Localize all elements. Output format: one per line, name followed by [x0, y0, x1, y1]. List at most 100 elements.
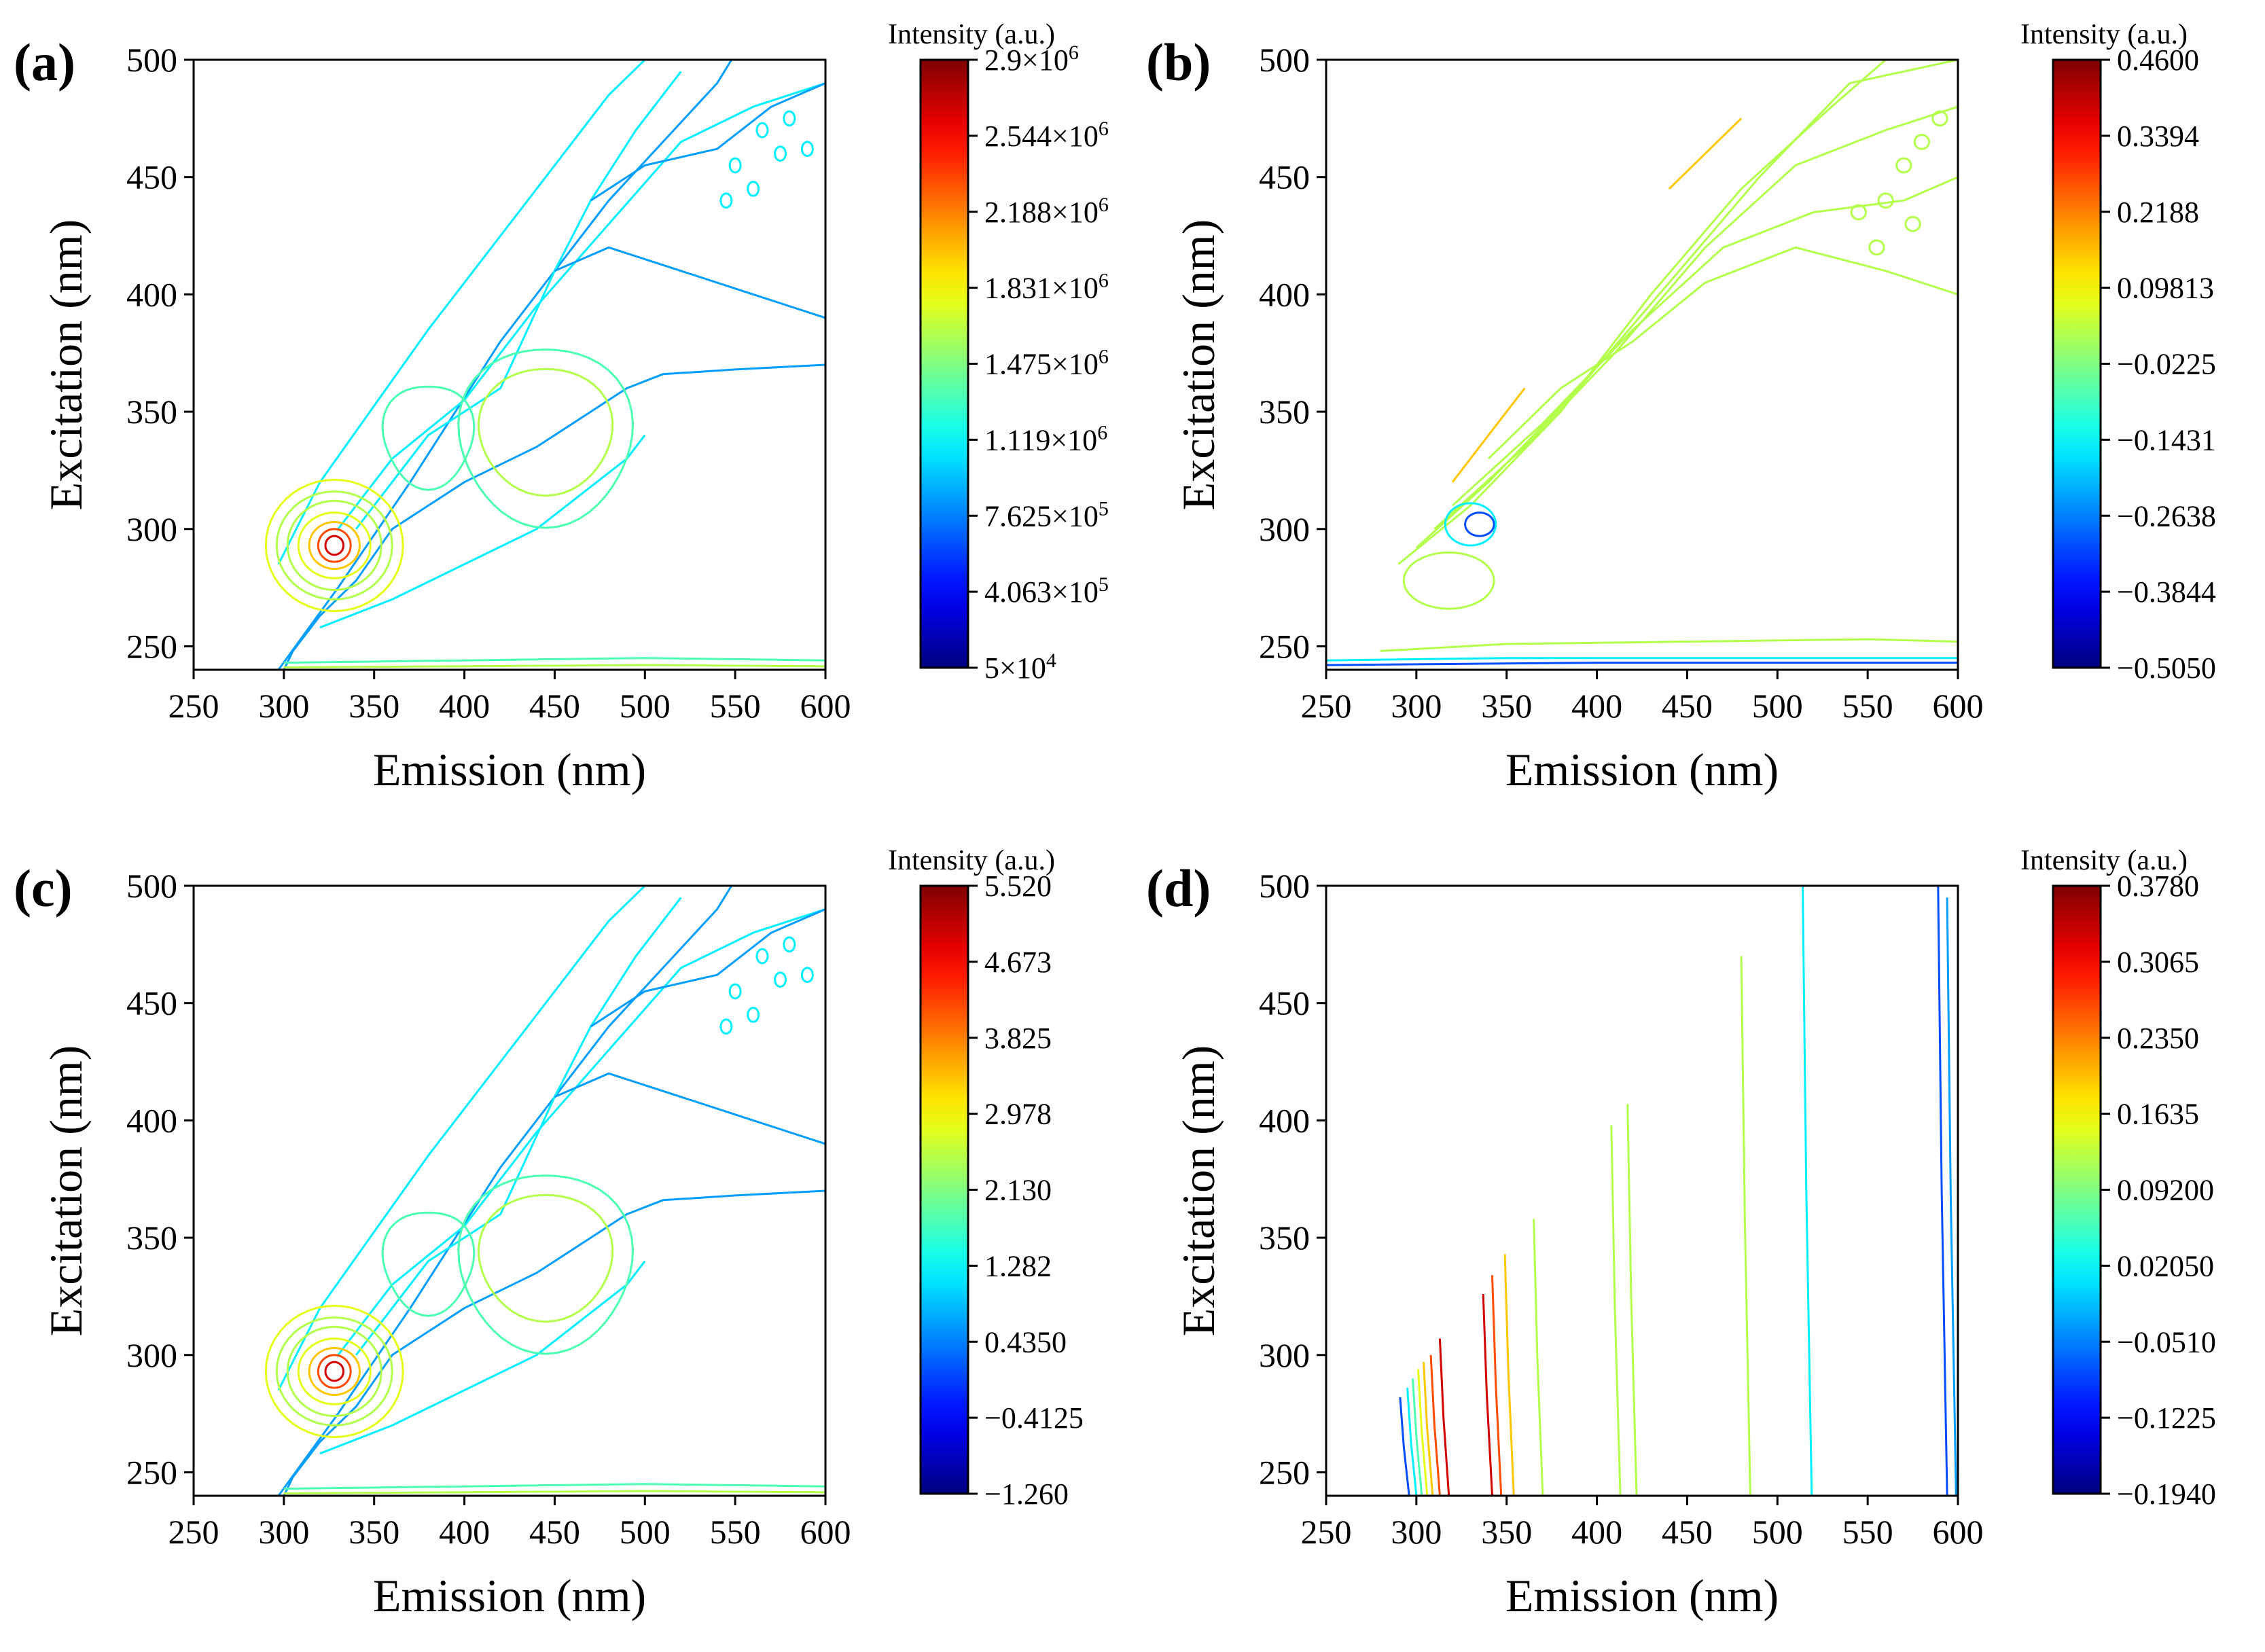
- y-tick-label: 250: [126, 1453, 177, 1491]
- contour-band-inner: [337, 82, 825, 530]
- plot-frame: [192, 884, 827, 1497]
- contour-vertical-line: [1533, 1219, 1544, 1496]
- x-tick-label: 350: [349, 1513, 399, 1551]
- x-tick-label: 400: [1571, 687, 1622, 725]
- contour-speckle: [747, 181, 760, 197]
- plot-frame: [192, 58, 827, 671]
- contour-speckle: [1877, 192, 1894, 209]
- panel-a: 250 300 350 400 450 500 550 600 250 300 350 400 450 5…: [0, 0, 1132, 826]
- colorbar-label: 1.282: [984, 1249, 1052, 1282]
- contour-peak-ring: [275, 1316, 393, 1426]
- contour-diagonal-high: [1451, 387, 1526, 483]
- y-tick-label: 350: [126, 393, 177, 431]
- contour-speckle: [728, 983, 742, 1000]
- colorbar-label: 0.09813: [2117, 272, 2214, 305]
- x-tick-label: 350: [349, 687, 399, 725]
- contour-vertical-line: [1503, 1254, 1515, 1496]
- contour-peak-ring: [324, 535, 344, 556]
- contour-right-edge: [554, 1072, 825, 1145]
- colorbar-label: −0.1225: [2117, 1401, 2216, 1435]
- colorbar-label: 2.130: [984, 1174, 1052, 1207]
- contour-diagonal: [1415, 60, 1958, 549]
- contour-vertical-line: [1482, 1293, 1493, 1496]
- contour-vertical-line: [1937, 886, 1948, 1496]
- x-axis-title: Emission (nm): [373, 744, 646, 795]
- contour-outer-base: [319, 1260, 646, 1455]
- contour-lines: [264, 886, 825, 1496]
- colorbar-label: 0.4600: [2117, 43, 2199, 77]
- x-axis-title: Emission (nm): [1505, 744, 1779, 795]
- contour-outer-lobe: [283, 363, 825, 670]
- y-tick-label: 350: [126, 1219, 177, 1257]
- x-tick-label: 250: [1301, 687, 1352, 725]
- y-tick-label: 300: [126, 510, 177, 548]
- chart-svg-1: 250 300 350 400 450 500 550 600 250 300 350 400 450 5…: [1146, 19, 2216, 795]
- panel-c: 250 300 350 400 450 500 550 600 250 300 350 400 450 5…: [0, 826, 1132, 1652]
- contour-vertical-line: [1626, 1104, 1638, 1496]
- contour-vertical-line: [1412, 1378, 1423, 1496]
- y-axis-title: Excitation (nm): [40, 1045, 92, 1337]
- contour-peak-ring: [317, 1354, 352, 1389]
- x-tick-label: 350: [1481, 687, 1532, 725]
- colorbar-label: 4.673: [984, 946, 1052, 979]
- colorbar-label: −0.4125: [984, 1401, 1084, 1435]
- contour-vertical-line: [1946, 897, 1957, 1496]
- contour-band-lower: [277, 886, 733, 1496]
- contour-vertical-line: [1491, 1275, 1503, 1496]
- chart-svg-3: 250 300 350 400 450 500 550 600 250 300 350 400 450 5…: [1146, 845, 2216, 1621]
- contour-speckle: [774, 971, 787, 988]
- colorbar-label: 4.063×105: [984, 573, 1109, 609]
- colorbar-label: 0.2188: [2117, 196, 2199, 229]
- contour-peak-ring: [286, 499, 382, 592]
- y-axis-title: Excitation (nm): [1173, 1045, 1224, 1337]
- contour-band-mid: [355, 71, 682, 530]
- contour-speckle: [747, 1007, 760, 1023]
- contour-band-inner: [337, 908, 825, 1356]
- panel-d: 250 300 350 400 450 500 550 600 250 300 350 400 450 5…: [1132, 826, 2265, 1652]
- colorbar: [2052, 884, 2102, 1495]
- x-tick-label: 350: [1481, 1513, 1532, 1551]
- y-tick-label: 400: [1259, 275, 1310, 313]
- contour-vertical-line: [1406, 1388, 1418, 1496]
- y-tick-label: 450: [1259, 158, 1310, 196]
- x-tick-label: 450: [1662, 687, 1713, 725]
- y-tick-label: 250: [1259, 627, 1310, 665]
- panel-label: (c): [14, 859, 73, 918]
- colorbar-label: −0.2638: [2117, 499, 2216, 533]
- contour-vertical-line: [1429, 1354, 1441, 1496]
- contour-speckle: [755, 122, 769, 139]
- colorbar: [919, 884, 969, 1495]
- x-tick-label: 300: [258, 687, 309, 725]
- colorbar-label: 0.3065: [2117, 946, 2199, 979]
- contour-baseline: [1380, 638, 1958, 652]
- x-tick-label: 550: [1842, 1513, 1893, 1551]
- contour-speckle: [1904, 215, 1921, 232]
- colorbar-label: 1.119×106: [984, 421, 1107, 456]
- colorbar-label: −0.0225: [2117, 348, 2216, 381]
- x-axis-title: Emission (nm): [373, 1570, 646, 1621]
- panel-b: 250 300 350 400 450 500 550 600 250 300 350 400 450 5…: [1132, 0, 2265, 826]
- contour-diagonal: [1488, 246, 1958, 460]
- y-tick-label: 350: [1259, 393, 1310, 431]
- contour-vertical-line: [1610, 1125, 1622, 1496]
- contour-speckle: [719, 1018, 733, 1035]
- contour-vertical-line: [1423, 1362, 1434, 1496]
- x-tick-label: 300: [258, 1513, 309, 1551]
- y-tick-label: 500: [1259, 867, 1310, 905]
- contour-mid-peak-inner: [478, 367, 614, 497]
- contour-speckle: [719, 192, 733, 209]
- x-tick-label: 600: [800, 1513, 851, 1551]
- contour-peak-ring: [275, 490, 393, 600]
- colorbar-label: 0.4350: [984, 1325, 1067, 1359]
- x-tick-label: 250: [168, 687, 219, 725]
- y-axis-title: Excitation (nm): [1173, 219, 1224, 511]
- contour-baseline: [283, 1490, 825, 1494]
- contour-speckle: [728, 157, 742, 174]
- colorbar-label: 1.475×106: [984, 346, 1109, 381]
- colorbar-title: Intensity (a.u.): [2020, 19, 2188, 50]
- colorbar-label: −0.3844: [2117, 575, 2216, 609]
- colorbar-title: Intensity (a.u.): [888, 19, 1055, 50]
- x-tick-label: 500: [1752, 1513, 1803, 1551]
- contour-peak-ring: [317, 528, 352, 563]
- contour-outer-base: [319, 434, 646, 629]
